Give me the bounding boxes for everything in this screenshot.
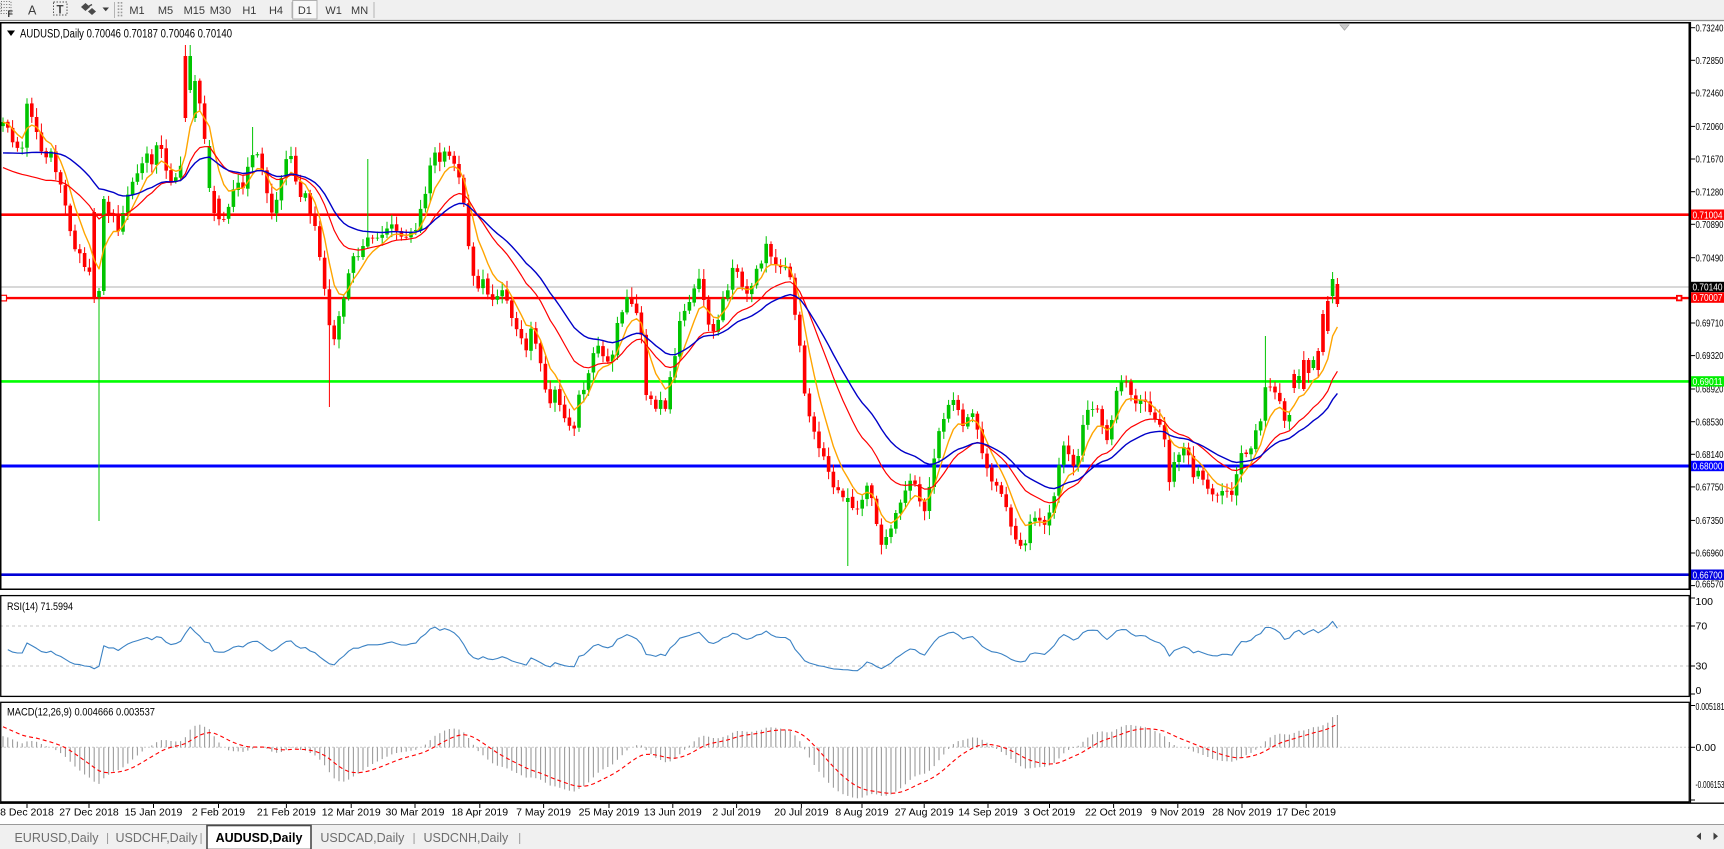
svg-text:USDCHF,Daily: USDCHF,Daily <box>116 831 199 845</box>
svg-text:AUDUSD,Daily: AUDUSD,Daily <box>216 831 303 845</box>
svg-text:3 Oct 2019: 3 Oct 2019 <box>1024 807 1076 819</box>
svg-text:H4: H4 <box>269 5 283 17</box>
svg-text:0: 0 <box>1696 685 1702 697</box>
svg-text:H1: H1 <box>242 5 256 17</box>
svg-text:13 Jun 2019: 13 Jun 2019 <box>644 807 702 819</box>
svg-text:|: | <box>412 831 415 845</box>
svg-text:18 Apr 2019: 18 Apr 2019 <box>451 807 508 819</box>
svg-text:7 May 2019: 7 May 2019 <box>516 807 571 819</box>
svg-text:100: 100 <box>1696 596 1714 608</box>
svg-text:20 Jul 2019: 20 Jul 2019 <box>774 807 828 819</box>
svg-text:0.70890: 0.70890 <box>1696 219 1724 231</box>
svg-text:USDCAD,Daily: USDCAD,Daily <box>320 831 405 845</box>
svg-text:2 Jul 2019: 2 Jul 2019 <box>712 807 761 819</box>
svg-text:0.66570: 0.66570 <box>1696 579 1724 591</box>
svg-text:15 Jan 2019: 15 Jan 2019 <box>125 807 183 819</box>
svg-text:T: T <box>57 5 64 17</box>
svg-text:0.005181: 0.005181 <box>1696 701 1724 713</box>
svg-text:0.71670: 0.71670 <box>1696 154 1724 166</box>
svg-text:0.71280: 0.71280 <box>1696 186 1724 198</box>
svg-text:F: F <box>8 9 14 19</box>
svg-text:|: | <box>518 831 521 845</box>
svg-text:0.68000: 0.68000 <box>1693 461 1723 473</box>
svg-text:MACD(12,26,9) 0.004666 0.00353: MACD(12,26,9) 0.004666 0.003537 <box>7 707 155 719</box>
svg-text:M30: M30 <box>210 5 231 17</box>
svg-text:25 May 2019: 25 May 2019 <box>579 807 640 819</box>
svg-text:0.67350: 0.67350 <box>1696 515 1724 527</box>
svg-text:0.69710: 0.69710 <box>1696 318 1724 330</box>
svg-text:0.72850: 0.72850 <box>1696 55 1724 67</box>
svg-text:28 Nov 2019: 28 Nov 2019 <box>1212 807 1272 819</box>
svg-text:0.72460: 0.72460 <box>1696 88 1724 100</box>
svg-text:27 Aug 2019: 27 Aug 2019 <box>895 807 954 819</box>
svg-text:0.70007: 0.70007 <box>1693 292 1723 304</box>
svg-text:0.00: 0.00 <box>1696 742 1717 754</box>
svg-text:22 Oct 2019: 22 Oct 2019 <box>1085 807 1142 819</box>
svg-text:0.67750: 0.67750 <box>1696 482 1724 494</box>
svg-text:AUDUSD,Daily 0.70046 0.70187: AUDUSD,Daily 0.70046 0.70187 0.70046 0.7… <box>20 29 232 41</box>
svg-text:M15: M15 <box>184 5 205 17</box>
svg-text:0.72060: 0.72060 <box>1696 121 1724 133</box>
svg-text:27 Dec 2018: 27 Dec 2018 <box>59 807 119 819</box>
svg-text:0.73240: 0.73240 <box>1696 22 1724 34</box>
svg-text:0.69011: 0.69011 <box>1693 376 1723 388</box>
svg-text:0.66700: 0.66700 <box>1693 569 1723 581</box>
svg-text:8 Dec 2018: 8 Dec 2018 <box>0 807 54 819</box>
svg-text:0.68140: 0.68140 <box>1696 449 1724 461</box>
svg-text:0.68530: 0.68530 <box>1696 416 1724 428</box>
svg-text:30 Mar 2019: 30 Mar 2019 <box>386 807 445 819</box>
svg-text:0.69320: 0.69320 <box>1696 350 1724 362</box>
svg-text:|: | <box>106 831 109 845</box>
svg-text:MN: MN <box>351 5 368 17</box>
svg-text:17 Dec 2019: 17 Dec 2019 <box>1276 807 1336 819</box>
svg-text:A: A <box>28 4 37 18</box>
svg-text:RSI(14) 71.5994: RSI(14) 71.5994 <box>7 601 73 613</box>
svg-text:EURUSD,Daily: EURUSD,Daily <box>14 831 99 845</box>
svg-text:0.71004: 0.71004 <box>1693 209 1723 221</box>
svg-text:0.66960: 0.66960 <box>1696 548 1724 560</box>
svg-text:USDCNH,Daily: USDCNH,Daily <box>424 831 509 845</box>
svg-text:21 Feb 2019: 21 Feb 2019 <box>257 807 316 819</box>
svg-text:30: 30 <box>1696 661 1708 673</box>
svg-text:-0.006153: -0.006153 <box>1696 779 1724 791</box>
svg-text:W1: W1 <box>325 5 342 17</box>
svg-text:M1: M1 <box>129 5 144 17</box>
svg-text:M5: M5 <box>158 5 173 17</box>
svg-text:2 Feb 2019: 2 Feb 2019 <box>192 807 245 819</box>
svg-text:12 Mar 2019: 12 Mar 2019 <box>322 807 381 819</box>
svg-text:9 Nov 2019: 9 Nov 2019 <box>1151 807 1205 819</box>
svg-text:0.70140: 0.70140 <box>1693 282 1723 294</box>
svg-text:0.70490: 0.70490 <box>1696 252 1724 264</box>
svg-text:70: 70 <box>1696 621 1708 633</box>
svg-text:14 Sep 2019: 14 Sep 2019 <box>958 807 1018 819</box>
svg-text:|: | <box>199 831 202 845</box>
svg-text:D1: D1 <box>298 5 312 17</box>
svg-text:8 Aug 2019: 8 Aug 2019 <box>835 807 888 819</box>
